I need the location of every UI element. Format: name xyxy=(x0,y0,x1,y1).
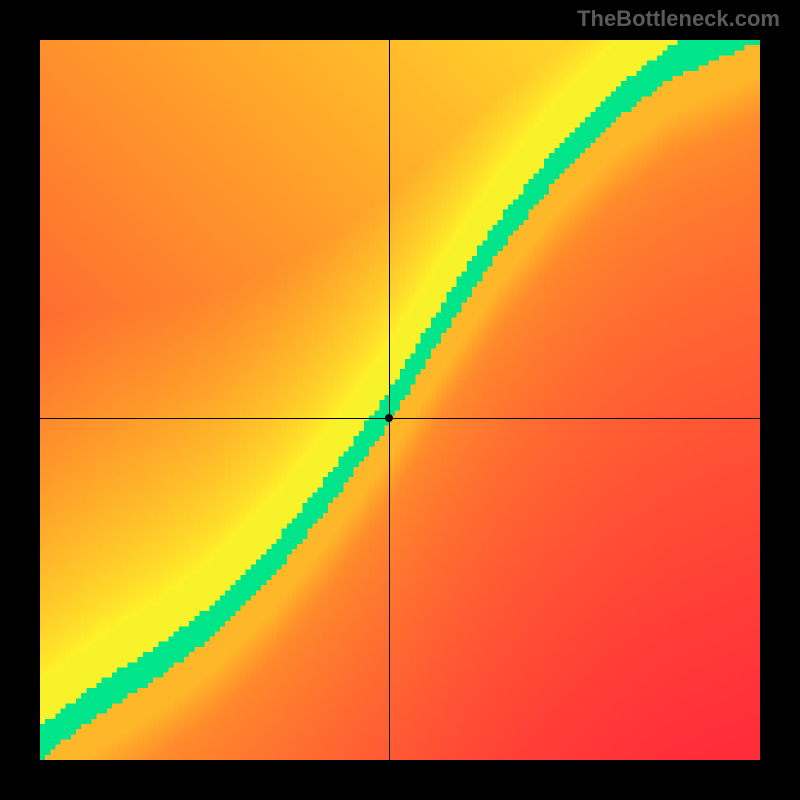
plot-area xyxy=(40,40,760,760)
crosshair-horizontal xyxy=(40,418,760,419)
heatmap-canvas xyxy=(40,40,760,760)
watermark-text: TheBottleneck.com xyxy=(577,6,780,32)
data-point-marker xyxy=(385,414,393,422)
chart-container: TheBottleneck.com xyxy=(0,0,800,800)
crosshair-vertical xyxy=(389,40,390,760)
